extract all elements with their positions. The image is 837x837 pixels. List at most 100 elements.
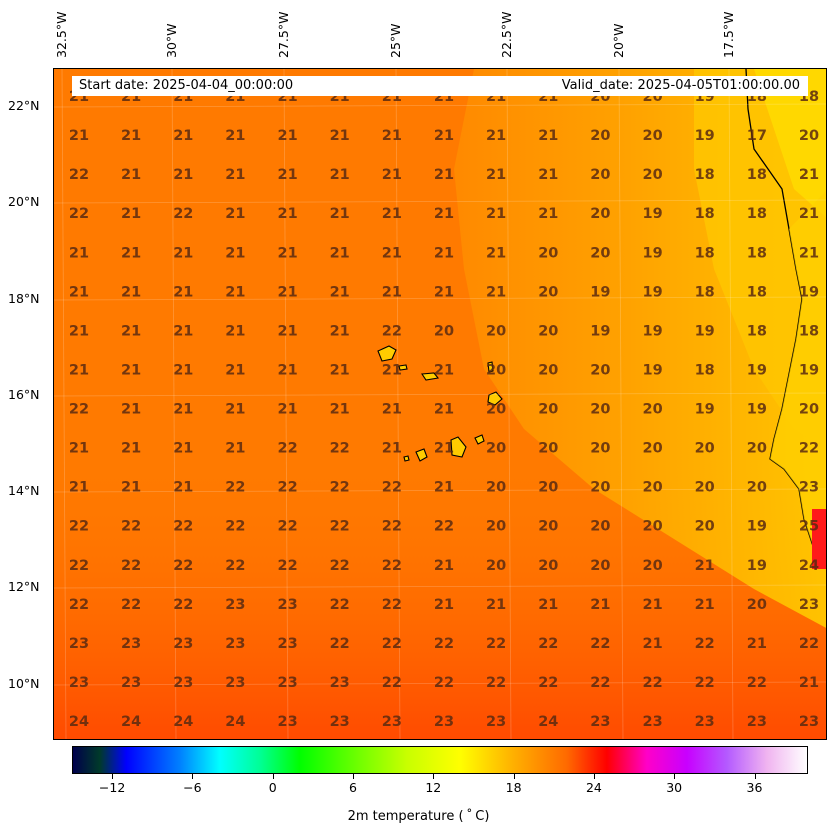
parallel-line: [54, 296, 826, 301]
temperature-value: 23: [799, 597, 819, 613]
lat-label: 10°N: [8, 676, 40, 691]
temperature-value: 22: [643, 675, 663, 691]
temperature-value: 20: [590, 245, 610, 261]
temperature-value: 21: [486, 245, 506, 261]
gridlines: [54, 69, 826, 739]
temperature-value: 20: [695, 480, 715, 496]
colorbar-tick: [754, 774, 756, 779]
meridian-line: [61, 69, 67, 739]
colorbar-tick: [674, 774, 676, 779]
temperature-value: 22: [69, 206, 89, 222]
parallel-line: [54, 392, 826, 397]
temperature-value: 22: [486, 636, 506, 652]
temperature-value: 22: [278, 480, 298, 496]
temperature-value: 21: [434, 206, 454, 222]
temperature-value: 20: [486, 362, 506, 378]
valid-date: Valid_date: 2025-04-05T01:00:00.00: [561, 78, 800, 93]
lat-label: 18°N: [8, 291, 40, 306]
temperature-value: 21: [486, 167, 506, 183]
temperature-value: 21: [538, 206, 558, 222]
temperature-value: 21: [486, 128, 506, 144]
temperature-value: 21: [330, 245, 350, 261]
colorbar-tick: [593, 774, 595, 779]
temperature-value: 20: [747, 480, 767, 496]
temperature-value: 22: [173, 558, 193, 574]
temperature-value: 20: [590, 558, 610, 574]
temperature-value: 22: [173, 597, 193, 613]
temperature-value: 18: [695, 362, 715, 378]
temperature-value: 19: [799, 284, 819, 300]
temperature-value: 18: [695, 284, 715, 300]
temperature-value: 21: [69, 480, 89, 496]
temperature-value: 22: [330, 558, 350, 574]
temperature-value: 20: [643, 402, 663, 418]
temperature-value: 20: [590, 128, 610, 144]
temperature-value: 23: [278, 597, 298, 613]
temperature-value: 20: [590, 167, 610, 183]
colorbar-tick-label: 6: [349, 780, 357, 795]
temperature-value: 21: [799, 245, 819, 261]
temperature-value: 21: [173, 284, 193, 300]
temperature-value: 20: [590, 206, 610, 222]
temperature-value: 21: [121, 480, 141, 496]
temperature-value: 22: [434, 675, 454, 691]
temperature-value: 22: [382, 519, 402, 535]
temperature-value: 18: [747, 206, 767, 222]
temperature-value: 21: [173, 167, 193, 183]
temperature-value: 21: [434, 167, 454, 183]
meridian-line: [171, 69, 177, 739]
temperature-value: 19: [747, 362, 767, 378]
meridian-line: [395, 69, 401, 739]
lon-label: 25°W: [388, 23, 403, 58]
temperature-value: 21: [434, 441, 454, 457]
temperature-value: 20: [799, 402, 819, 418]
temperature-value: 21: [278, 167, 298, 183]
temperature-value: 23: [121, 636, 141, 652]
temperature-value: 19: [747, 402, 767, 418]
temperature-value: 22: [69, 402, 89, 418]
temperature-value: 18: [747, 284, 767, 300]
temperature-value: 21: [225, 284, 245, 300]
temperature-value: 21: [225, 402, 245, 418]
temperature-value: 23: [799, 714, 819, 730]
temperature-value: 22: [225, 519, 245, 535]
temperature-value: 19: [643, 323, 663, 339]
temperature-value: 20: [538, 558, 558, 574]
parallel-line: [54, 199, 826, 204]
land-hotspot: [812, 509, 826, 569]
temperature-value: 20: [643, 167, 663, 183]
temperature-value: 21: [173, 402, 193, 418]
temperature-value: 22: [330, 480, 350, 496]
temperature-value: 20: [643, 480, 663, 496]
temperature-value: 22: [225, 480, 245, 496]
temperature-value: 20: [590, 480, 610, 496]
temperature-value: 21: [382, 362, 402, 378]
temperature-value: 21: [121, 441, 141, 457]
colorbar: [72, 746, 808, 774]
temperature-value: 20: [643, 441, 663, 457]
temperature-value: 21: [121, 245, 141, 261]
temperature-value: 22: [121, 597, 141, 613]
temperature-value: 23: [69, 675, 89, 691]
temperature-value: 22: [799, 636, 819, 652]
lon-label: 27.5°W: [276, 11, 291, 58]
temperature-value: 22: [69, 167, 89, 183]
temperature-value: 19: [695, 323, 715, 339]
temperature-value: 21: [538, 167, 558, 183]
temperature-value: 18: [695, 167, 715, 183]
temperature-value: 23: [643, 714, 663, 730]
lon-label: 17.5°W: [721, 11, 736, 58]
temperature-value: 19: [643, 245, 663, 261]
temperature-value: 21: [382, 167, 402, 183]
temperature-value: 21: [121, 128, 141, 144]
temperature-value: 23: [278, 714, 298, 730]
temperature-value: 20: [643, 519, 663, 535]
temperature-value: 23: [225, 675, 245, 691]
temperature-value: 21: [121, 323, 141, 339]
meridian-line: [728, 69, 734, 739]
temperature-value: 21: [173, 128, 193, 144]
temperature-value: 21: [538, 597, 558, 613]
temperature-value: 21: [330, 284, 350, 300]
temperature-value: 21: [173, 441, 193, 457]
temperature-value: 22: [173, 206, 193, 222]
